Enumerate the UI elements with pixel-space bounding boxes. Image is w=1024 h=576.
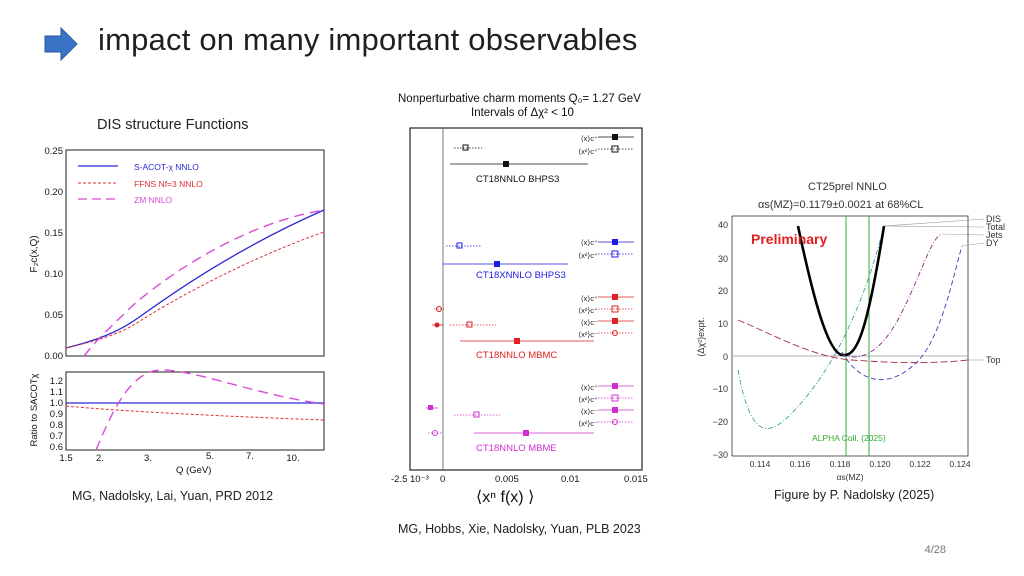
moments-title-line1: Nonperturbative charm moments Q₀= 1.27 G… [398,93,641,105]
middle-citation: MG, Hobbs, Xie, Nadolsky, Yuan, PLB 2023 [398,522,641,536]
band-label: ALPHA Coll. (2025) [812,433,886,443]
moments-title-line2: Intervals of Δχ² < 10 [471,107,574,119]
xtick: 0.122 [909,459,931,469]
moments-xtick: 0.015 [624,474,648,485]
group-xbhps3: CT18XNNLO BHPS3 [443,239,634,281]
preliminary-stamp: Preliminary [751,231,828,247]
curve-label-top: Top [986,355,1001,365]
top-ytick: 0.20 [45,187,64,198]
curve-label-total: Total [986,222,1005,232]
xtick: 0.114 [750,459,771,469]
left-citation: MG, Nadolsky, Lai, Yuan, PRD 2012 [72,489,274,503]
moments-xtick: -2.5 10⁻³ [391,474,429,485]
row-label: ⟨x⟩c⁻ [581,318,598,327]
curve-label-dis: DIS [986,214,1001,224]
moments-xtick: 0.005 [495,474,519,485]
top-ytick: 0.10 [45,269,64,280]
legend-ffns: FFNS Nf=3 NNLO [134,179,203,189]
charm-moments-plot: CT18NNLO BHPS3 CT18XNNLO BHPS3 CT18NNLO … [409,127,643,471]
xtick: 0.120 [869,459,891,469]
page-number: 4/28 [924,544,946,556]
row-label: ⟨x⟩c⁺ [581,238,598,247]
xtick: 10. [286,453,299,464]
bottom-ytick: 0.7 [50,431,63,442]
dis-structure-function-plot: 0.25 0.20 0.15 0.10 0.05 0.00 F₂c(x,Q) S… [29,146,325,464]
row-label: ⟨x⟩c⁺ [581,294,598,303]
row-label: ⟨x²⟩c⁺ [578,251,598,260]
top-ytick: 0.25 [45,146,64,157]
top-ylabel: F₂c(x,Q) [29,235,40,272]
dy-curve [841,245,963,381]
bottom-ytick: 0.6 [50,442,63,453]
jets-curve [841,233,943,358]
group-mbmc: CT18NNLO MBMC [432,294,634,361]
bottom-ytick: 0.9 [50,409,63,420]
bottom-ytick: 0.8 [50,420,63,431]
dis-curve [737,225,885,429]
row-label: ⟨x²⟩c⁺ [578,147,598,156]
xlabel: αs(MZ) [836,472,863,482]
sacot-curve [65,209,325,349]
group-mbme: CT18NNLO MBME [426,383,634,454]
curve-label-dy: DY [986,238,999,248]
group-label: CT18XNNLO BHPS3 [476,270,566,281]
xtick: 5. [206,451,214,462]
ylabel: (Δχ²)expt. [696,317,706,356]
row-label: ⟨x²⟩c⁺ [578,306,598,315]
xtick: 2. [96,453,104,464]
row-label: ⟨x⟩c⁺ [581,383,598,392]
ratio-ffns-curve [65,405,325,421]
curve-label-jets: Jets [986,230,1003,240]
ytick: 30 [718,254,728,264]
ffns-curve [65,231,325,349]
ytick: 20 [718,286,728,296]
bottom-ytick: 1.2 [50,376,63,387]
row-label: ⟨x²⟩c⁺ [578,395,598,404]
row-label: ⟨x⟩c⁻ [581,407,598,416]
dis-heading: DIS structure Functions [97,117,249,133]
group-label: CT18NNLO BHPS3 [476,174,559,185]
top-ytick: 0.15 [45,228,64,239]
group-bhps3: CT18NNLO BHPS3 [450,134,634,185]
xtick: 0.118 [830,459,851,469]
legend-sacot: S-ACOT-χ NNLO [134,162,199,172]
ytick: −20 [713,417,728,427]
xtick: 1.5 [59,453,72,464]
legend-zm: ZM NNLO [134,195,173,205]
xtick: 0.124 [949,459,971,469]
xtick: 0.116 [790,459,811,469]
title-arrow-icon [44,27,78,61]
bottom-ytick: 1.0 [50,398,63,409]
xtick: 7. [246,451,254,462]
ytick: 10 [718,319,728,329]
group-label: CT18NNLO MBMC [476,350,557,361]
moments-xtick: 0 [440,474,446,485]
top-curve [737,319,969,364]
zm-curve [83,209,325,357]
xtick: 3. [144,453,152,464]
alphas-title: CT25prel NNLO [808,181,887,193]
right-citation: Figure by P. Nadolsky (2025) [774,488,935,502]
ratio-zm-curve [95,369,325,451]
moments-xtick: 0.01 [561,474,580,485]
slide-title: impact on many important observables [98,22,638,57]
ytick: 0 [723,352,728,362]
ytick: −30 [713,450,728,460]
ytick: −10 [713,384,728,394]
dis-xlabel: Q (GeV) [176,465,212,476]
bottom-ylabel: Ratio to SACOTχ [29,373,40,446]
ytick: 40 [718,220,728,230]
top-ytick: 0.05 [45,310,64,321]
alphas-scan-plot: 40 30 20 10 0 −10 −20 −30 (Δχ²)expt. ALP… [696,214,1005,482]
bottom-ytick: 1.1 [50,387,63,398]
top-ytick: 0.00 [45,351,64,362]
group-label: CT18NNLO MBME [476,443,557,454]
moments-xlabel: ⟨xⁿ f(x) ⟩ [476,489,535,506]
alphas-subtitle: αs(MZ)=0.1179±0.0021 at 68%CL [758,199,924,211]
row-label: ⟨x²⟩c⁻ [578,419,598,428]
row-label: ⟨x²⟩c⁻ [578,330,598,339]
row-label: ⟨x⟩c⁺ [581,134,598,143]
